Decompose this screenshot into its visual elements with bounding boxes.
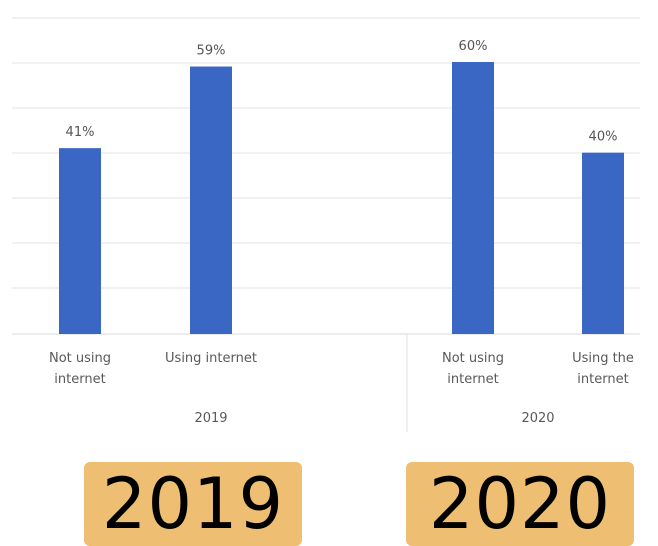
data-label: 41%: [66, 125, 95, 140]
bar-chart: 41% Not using internet 59% Using internet 201…: [12, 17, 640, 432]
category-label: internet: [54, 372, 105, 387]
category-label: internet: [447, 372, 498, 387]
category-label: Using the: [572, 351, 634, 366]
bar: [452, 62, 494, 334]
bar: [582, 152, 624, 334]
data-label: 60%: [459, 39, 488, 54]
year-2019-badge: 2019: [84, 462, 302, 546]
group-label: 2020: [521, 411, 554, 426]
data-label: 59%: [197, 44, 226, 59]
category-label: Not using: [442, 351, 504, 366]
category-label: internet: [577, 372, 628, 387]
bar: [59, 148, 101, 334]
data-label: 40%: [589, 130, 618, 145]
category-label: Not using: [49, 351, 111, 366]
bar: [190, 66, 232, 335]
year-2020-badge: 2020: [406, 462, 634, 546]
category-label: Using internet: [165, 351, 257, 366]
group-label: 2019: [194, 411, 227, 426]
